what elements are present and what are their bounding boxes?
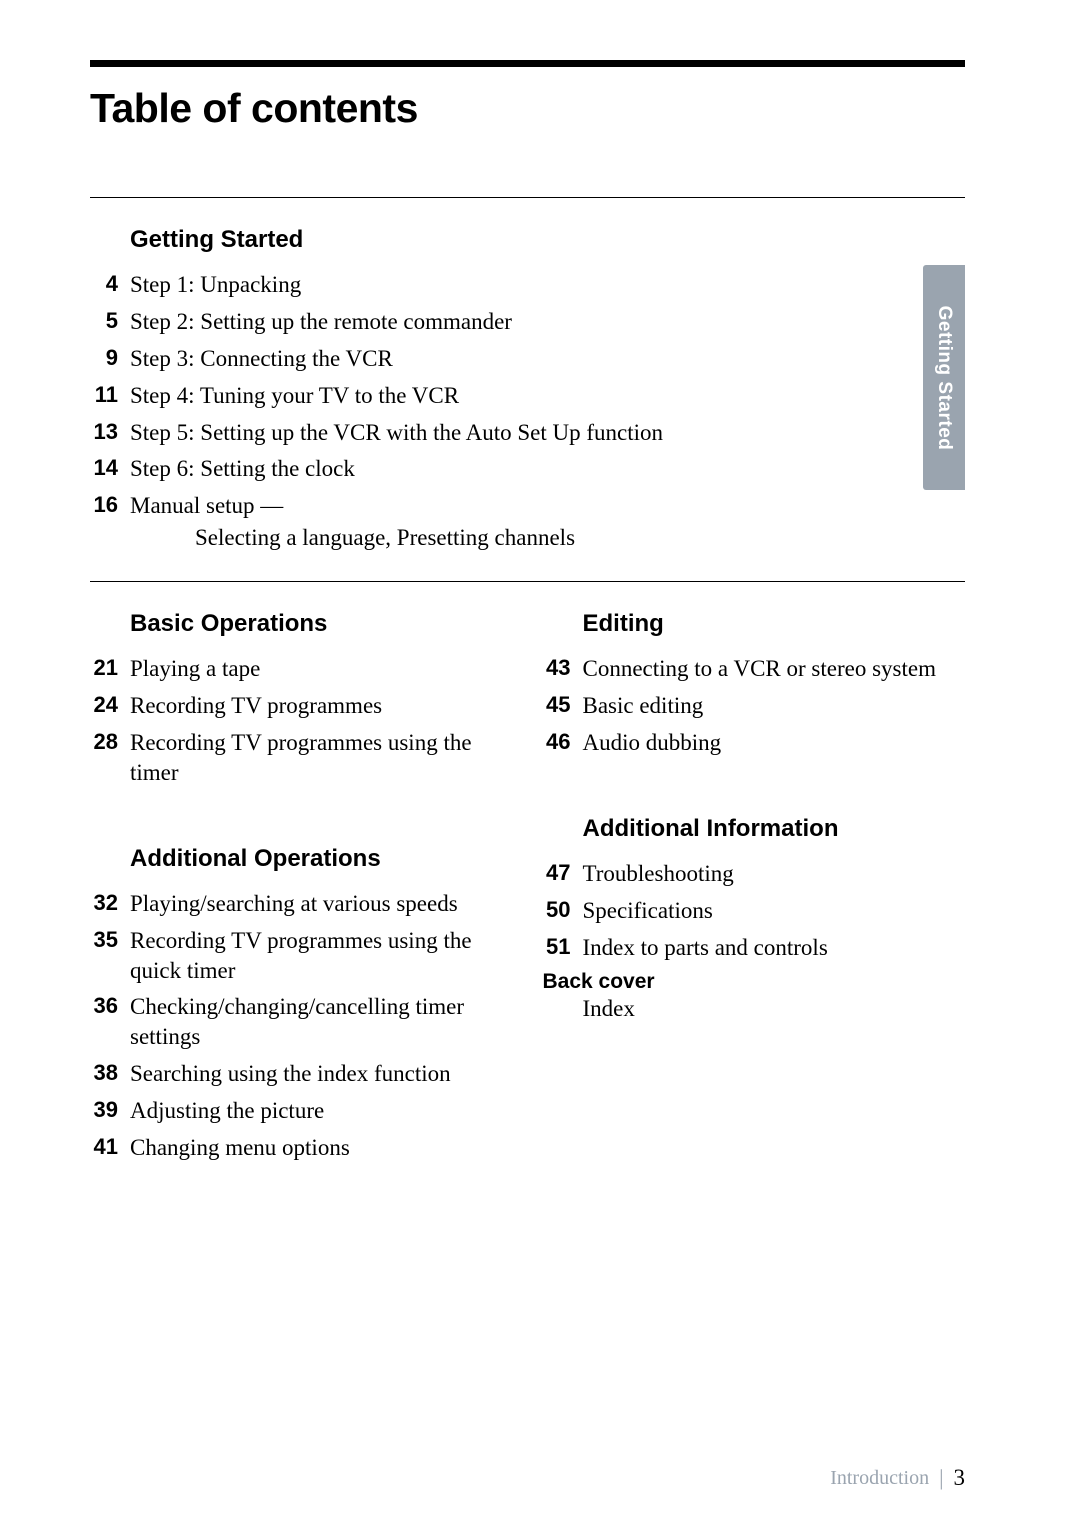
- toc-entry-text: Adjusting the picture: [130, 1096, 513, 1126]
- toc-entry: 38 Searching using the index function: [90, 1059, 513, 1089]
- toc-page-number: 4: [90, 270, 130, 299]
- toc-subline: Selecting a language, Presetting channel…: [195, 525, 965, 551]
- toc-entry-text: Audio dubbing: [583, 728, 966, 758]
- toc-page-number: 41: [90, 1133, 130, 1162]
- toc-page-number: 45: [543, 691, 583, 720]
- right-column: Editing 43 Connecting to a VCR or stereo…: [543, 610, 966, 1170]
- toc-page-number: 47: [543, 859, 583, 888]
- toc-entry-text: Step 3: Connecting the VCR: [130, 344, 393, 374]
- toc-page-number: 36: [90, 992, 130, 1021]
- toc-entry: 16 Manual setup —: [90, 491, 965, 521]
- thin-rule-mid: [90, 581, 965, 582]
- toc-page-number: 51: [543, 933, 583, 962]
- two-column-region: Basic Operations 21 Playing a tape 24 Re…: [90, 610, 965, 1170]
- section-heading: Basic Operations: [130, 610, 513, 638]
- toc-page-number: 11: [90, 381, 130, 410]
- toc-entry: 51 Index to parts and controls: [543, 933, 966, 963]
- toc-page-number: 43: [543, 654, 583, 683]
- section-heading: Additional Operations: [130, 845, 513, 873]
- footer-page-number: 3: [954, 1465, 966, 1491]
- toc-entry: 46 Audio dubbing: [543, 728, 966, 758]
- thin-rule-top: [90, 197, 965, 198]
- toc-page-number: 5: [90, 307, 130, 336]
- side-tab-label: Getting Started: [933, 305, 955, 450]
- footer-divider: |: [939, 1465, 943, 1491]
- toc-entry: 14 Step 6: Setting the clock: [90, 454, 965, 484]
- page-container: Table of contents Getting Started 4 Step…: [0, 0, 1080, 1533]
- toc-entry-text: Connecting to a VCR or stereo system: [583, 654, 966, 684]
- toc-page-number: 24: [90, 691, 130, 720]
- left-column: Basic Operations 21 Playing a tape 24 Re…: [90, 610, 513, 1170]
- toc-entry: 32 Playing/searching at various speeds: [90, 889, 513, 919]
- toc-page-number: 38: [90, 1059, 130, 1088]
- heavy-rule: [90, 60, 965, 67]
- toc-entry: 4 Step 1: Unpacking: [90, 270, 965, 300]
- toc-entry: 45 Basic editing: [543, 691, 966, 721]
- toc-entry-text: Index to parts and controls: [583, 933, 966, 963]
- toc-entry-text: Checking/changing/cancelling timer setti…: [130, 992, 513, 1052]
- toc-page-number: 21: [90, 654, 130, 683]
- toc-page-number: 50: [543, 896, 583, 925]
- toc-page-number: 9: [90, 344, 130, 373]
- section-heading: Getting Started: [130, 226, 965, 254]
- page-title: Table of contents: [90, 85, 965, 132]
- toc-entry: 24 Recording TV programmes: [90, 691, 513, 721]
- toc-entry-text: Recording TV programmes: [130, 691, 513, 721]
- toc-page-number: 35: [90, 926, 130, 955]
- toc-entry: 50 Specifications: [543, 896, 966, 926]
- section-getting-started: Getting Started 4 Step 1: Unpacking 5 St…: [90, 226, 965, 551]
- toc-entry-back-cover-text: Index: [543, 996, 966, 1022]
- toc-page-number: 14: [90, 454, 130, 483]
- toc-entry-back-cover: Back cover: [543, 970, 966, 994]
- toc-entry: 36 Checking/changing/cancelling timer se…: [90, 992, 513, 1052]
- toc-entry: 39 Adjusting the picture: [90, 1096, 513, 1126]
- toc-page-number: 28: [90, 728, 130, 757]
- footer-section-label: Introduction: [830, 1467, 929, 1490]
- toc-entry-text: Manual setup —: [130, 491, 283, 521]
- toc-entry: 9 Step 3: Connecting the VCR: [90, 344, 965, 374]
- toc-entry-text: Step 2: Setting up the remote commander: [130, 307, 512, 337]
- side-tab: Getting Started: [923, 265, 965, 490]
- toc-entry-text: Troubleshooting: [583, 859, 966, 889]
- section-heading: Editing: [583, 610, 966, 638]
- toc-entry-text: Step 6: Setting the clock: [130, 454, 355, 484]
- toc-page-number: 13: [90, 418, 130, 447]
- toc-entry: 13 Step 5: Setting up the VCR with the A…: [90, 418, 965, 448]
- toc-entry: 21 Playing a tape: [90, 654, 513, 684]
- toc-entry-text: Basic editing: [583, 691, 966, 721]
- toc-entry-text: Specifications: [583, 896, 966, 926]
- toc-entry-text: Step 4: Tuning your TV to the VCR: [130, 381, 459, 411]
- toc-page-number: 16: [90, 491, 130, 520]
- toc-entry-text: Recording TV programmes using the quick …: [130, 926, 513, 986]
- toc-entry-text: Changing menu options: [130, 1133, 513, 1163]
- toc-entry-text: Searching using the index function: [130, 1059, 513, 1089]
- page-footer: Introduction | 3: [830, 1465, 965, 1491]
- toc-page-number: 39: [90, 1096, 130, 1125]
- toc-entry: 43 Connecting to a VCR or stereo system: [543, 654, 966, 684]
- toc-page-number: 32: [90, 889, 130, 918]
- toc-entry: 35 Recording TV programmes using the qui…: [90, 926, 513, 986]
- toc-entry-text: Recording TV programmes using the timer: [130, 728, 513, 788]
- toc-entry: 47 Troubleshooting: [543, 859, 966, 889]
- toc-entry: 28 Recording TV programmes using the tim…: [90, 728, 513, 788]
- back-cover-text: Index: [583, 996, 635, 1022]
- toc-entry-text: Step 5: Setting up the VCR with the Auto…: [130, 418, 663, 448]
- back-cover-label: Back cover: [543, 970, 655, 994]
- toc-entry: 11 Step 4: Tuning your TV to the VCR: [90, 381, 965, 411]
- toc-entry-text: Playing a tape: [130, 654, 513, 684]
- toc-entry: 41 Changing menu options: [90, 1133, 513, 1163]
- toc-entry-text: Step 1: Unpacking: [130, 270, 301, 300]
- section-heading: Additional Information: [583, 815, 966, 843]
- toc-entry: 5 Step 2: Setting up the remote commande…: [90, 307, 965, 337]
- toc-entry-text: Playing/searching at various speeds: [130, 889, 513, 919]
- toc-page-number: 46: [543, 728, 583, 757]
